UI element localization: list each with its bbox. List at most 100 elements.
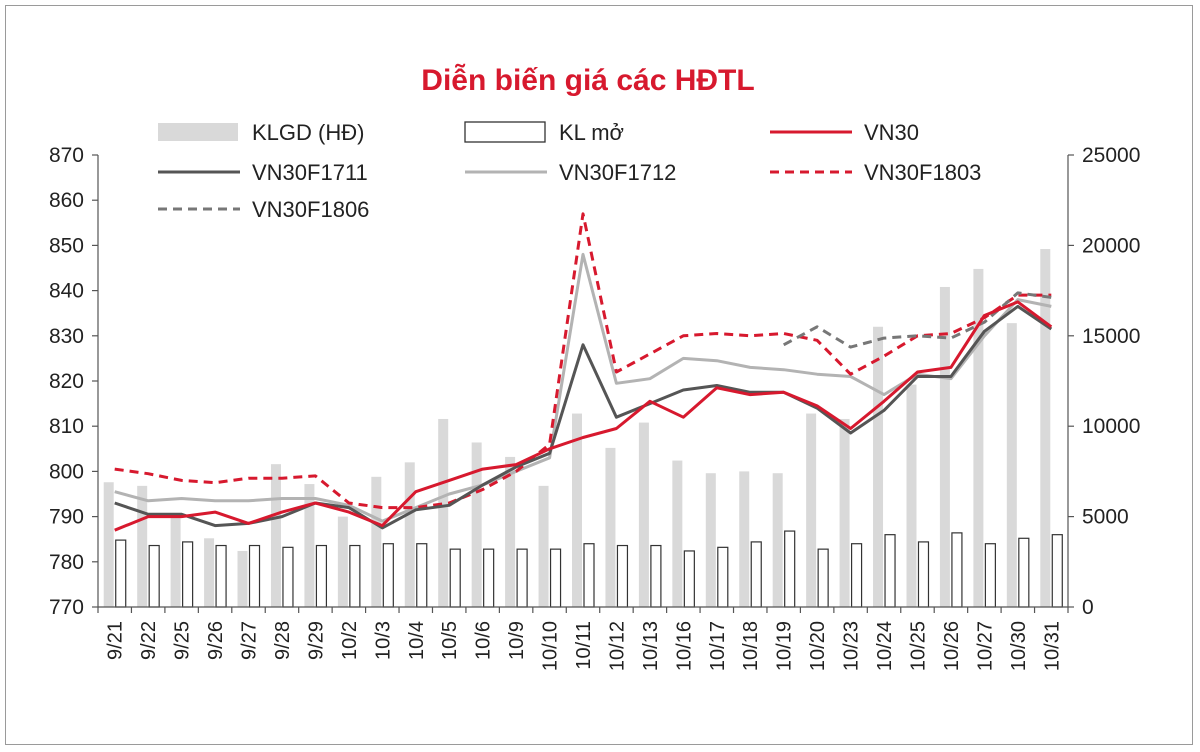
- kl-mo-bar: [115, 539, 127, 608]
- legend-label: VN30F1712: [559, 160, 676, 185]
- klgd-bar: [739, 471, 750, 607]
- x-tick-label: 10/2: [339, 621, 361, 660]
- kl-mo-bar: [382, 543, 394, 608]
- right-tick-label: 0: [1082, 596, 1094, 619]
- left-tick-label: 780: [49, 551, 84, 574]
- series-line-vn30: [114, 300, 1053, 532]
- x-tick-label: 10/20: [807, 621, 829, 671]
- kl-mo-bar: [784, 530, 796, 608]
- kl-mo-bar: [917, 541, 930, 608]
- chart-frame: [5, 5, 1193, 745]
- kl-mo-bar: [248, 544, 261, 608]
- left-tick-label: 830: [49, 325, 84, 348]
- x-tick-label: 10/23: [841, 621, 863, 671]
- klgd-bar: [1006, 323, 1017, 607]
- x-tick-label: 10/4: [406, 621, 428, 660]
- kl-mo-bar: [282, 546, 294, 608]
- legend-swatch: [158, 123, 238, 141]
- klgd-bar: [538, 485, 549, 607]
- klgd-bar: [806, 413, 817, 607]
- klgd-bar: [170, 516, 181, 607]
- right-tick-label: 25000: [1082, 144, 1140, 167]
- klgd-bar: [404, 462, 415, 607]
- legend-item: VN30F1711: [158, 160, 368, 185]
- klgd-bar: [371, 476, 382, 607]
- klgd-bar: [204, 538, 215, 607]
- kl-mo-bar: [717, 546, 729, 608]
- x-tick-label: 9/22: [138, 621, 160, 660]
- left-tick-label: 860: [49, 189, 84, 212]
- kl-mo-bar: [148, 544, 160, 608]
- right-tick-label: 10000: [1082, 415, 1140, 438]
- x-tick-label: 9/29: [305, 621, 327, 660]
- kl-mo-bar: [549, 548, 562, 608]
- kl-mo-bar: [683, 550, 695, 608]
- klgd-bar: [237, 550, 248, 607]
- klgd-bar: [705, 473, 716, 607]
- klgd-bar: [839, 418, 850, 607]
- right-tick-label: 15000: [1082, 325, 1140, 348]
- kl-mo-bar: [516, 548, 528, 608]
- x-tick-label: 10/30: [1008, 621, 1030, 671]
- kl-mo-bar: [315, 544, 328, 608]
- kl-mo-bar: [583, 543, 595, 608]
- line-layer: [114, 212, 1053, 532]
- legend-item: KL mở: [464, 120, 624, 145]
- klgd-bar: [103, 482, 114, 607]
- x-tick-label: 10/11: [573, 621, 595, 670]
- kl-mo-bar: [483, 548, 495, 608]
- kl-mo-bar: [884, 534, 896, 608]
- kl-mo-bar: [349, 544, 361, 608]
- klgd-bar: [939, 286, 950, 607]
- x-tick-label: 10/9: [506, 621, 528, 660]
- kl-mo-bar: [1018, 537, 1030, 608]
- kl-mo-bar: [750, 541, 762, 608]
- legend-item: VN30F1806: [158, 197, 369, 222]
- x-tick-label: 9/25: [172, 621, 194, 660]
- klgd-bar: [772, 473, 783, 607]
- legend-item: KLGD (HĐ): [158, 120, 364, 145]
- kl-mo-bar: [1051, 534, 1063, 608]
- kl-mo-bar: [817, 548, 829, 608]
- x-tick-label: 9/27: [239, 621, 261, 660]
- klgd-bar: [638, 422, 649, 607]
- klgd-bar: [672, 460, 683, 607]
- x-tick-label: 10/31: [1041, 621, 1063, 671]
- x-tick-label: 10/27: [974, 621, 996, 671]
- x-tick-label: 10/12: [606, 621, 628, 671]
- kl-mo-bar: [850, 543, 863, 608]
- klgd-bar: [605, 447, 616, 607]
- klgd-bar: [471, 442, 482, 607]
- bar-layer: [103, 249, 1063, 608]
- x-tick-label: 9/28: [272, 621, 294, 660]
- left-tick-label: 870: [49, 144, 84, 167]
- x-tick-label: 9/21: [105, 621, 127, 660]
- klgd-bar: [304, 484, 315, 607]
- klgd-bar: [337, 516, 348, 607]
- left-tick-label: 800: [49, 460, 84, 483]
- klgd-bar: [505, 456, 516, 607]
- legend-label: VN30F1803: [864, 160, 981, 185]
- klgd-bar: [270, 464, 281, 607]
- kl-mo-bar: [951, 532, 963, 608]
- legend-swatch: [464, 121, 546, 143]
- left-tick-label: 850: [49, 234, 84, 257]
- x-tick-label: 10/10: [540, 621, 562, 671]
- x-tick-label: 10/18: [740, 621, 762, 671]
- left-tick-label: 820: [49, 370, 84, 393]
- series-line-vn30f1806: [782, 291, 1052, 349]
- series-line-vn30f1803: [114, 212, 1052, 510]
- x-tick-label: 10/24: [874, 621, 896, 671]
- klgd-bar: [438, 418, 449, 607]
- series-line-vn30f1711: [114, 304, 1053, 530]
- klgd-bar: [873, 326, 884, 607]
- kl-mo-bar: [984, 543, 996, 608]
- legend-item: VN30: [770, 120, 919, 145]
- kl-mo-bar: [616, 544, 629, 608]
- x-tick-label: 10/26: [941, 621, 963, 671]
- x-tick-label: 9/26: [205, 621, 227, 660]
- legend-label: VN30F1711: [252, 160, 368, 185]
- klgd-bar: [906, 384, 917, 607]
- legend-label: VN30: [864, 120, 919, 145]
